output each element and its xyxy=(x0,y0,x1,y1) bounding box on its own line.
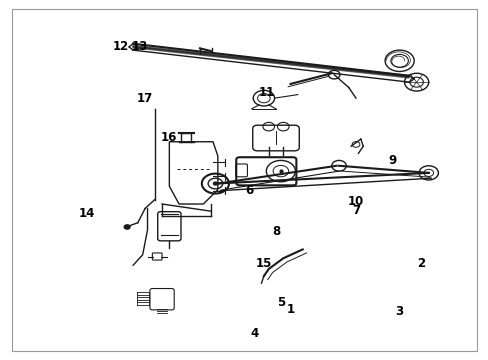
Text: 15: 15 xyxy=(255,257,271,270)
Text: 8: 8 xyxy=(271,225,280,238)
Text: 11: 11 xyxy=(258,86,274,99)
Text: 13: 13 xyxy=(132,40,148,53)
Text: 16: 16 xyxy=(161,131,177,144)
Text: 1: 1 xyxy=(286,303,294,316)
Text: 10: 10 xyxy=(347,195,364,208)
Text: 9: 9 xyxy=(387,154,396,167)
Text: 17: 17 xyxy=(137,92,153,105)
Text: 3: 3 xyxy=(395,305,403,318)
Text: 2: 2 xyxy=(417,257,425,270)
Text: 7: 7 xyxy=(351,204,359,217)
Text: 14: 14 xyxy=(79,207,95,220)
Circle shape xyxy=(213,182,217,185)
Text: 5: 5 xyxy=(276,296,285,309)
Text: 12: 12 xyxy=(113,40,129,53)
Text: 4: 4 xyxy=(249,327,258,340)
Text: 6: 6 xyxy=(244,184,253,197)
Circle shape xyxy=(124,225,130,229)
